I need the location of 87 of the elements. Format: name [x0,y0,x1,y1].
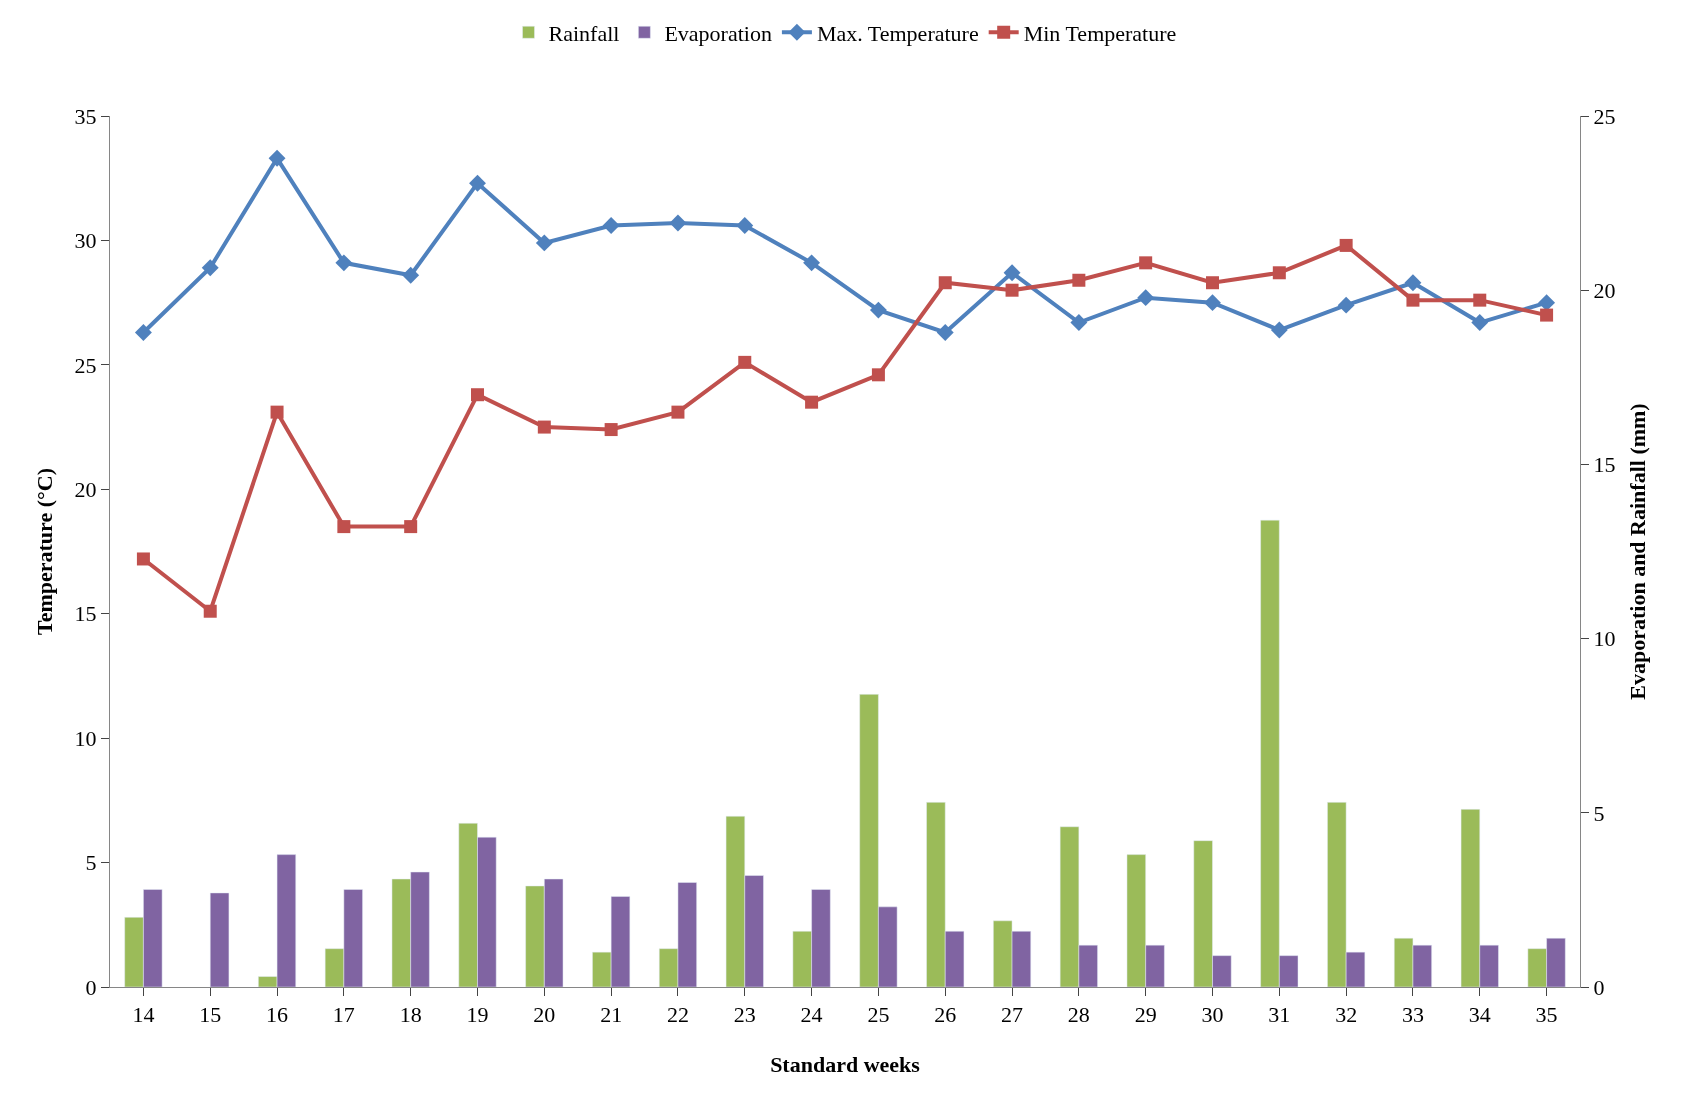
point [936,324,954,341]
point [1072,273,1086,287]
y-tick-label: 25 [74,352,97,378]
point [1272,266,1286,280]
point [1406,293,1420,307]
x-tick-label: 20 [533,1002,556,1028]
x-tick-label: 15 [199,1002,222,1028]
point [1204,294,1221,312]
point [671,405,685,419]
y-tick-label: 35 [74,103,97,129]
x-tick-label: 31 [1268,1002,1291,1028]
x-tick-label: 21 [600,1002,623,1028]
y2-tick-label: 20 [1593,277,1616,303]
y-axis-title: Temperature (°C) [32,467,58,636]
x-tick-label: 17 [332,1002,355,1028]
point [535,234,553,252]
x-tick-label: 29 [1134,1002,1157,1028]
x-tick-label: 14 [132,1002,155,1028]
point [537,420,551,434]
point [1137,289,1155,307]
y-tick-label: 0 [85,974,97,1000]
point [1139,256,1153,270]
x-tick-label: 30 [1201,1002,1224,1028]
x-tick-label: 26 [934,1002,957,1028]
y2-axis-title: Evaporation and Rainfall (mm) [1625,403,1651,700]
y-tick-label: 10 [74,725,97,751]
x-tick-label: 22 [666,1002,689,1028]
bar [209,892,230,987]
point [469,174,486,192]
y2-tick-label: 10 [1593,626,1616,652]
point [604,423,618,437]
point [136,552,150,566]
point [669,214,687,232]
point [736,217,754,234]
point [803,254,821,272]
x-tick-label: 23 [733,1002,756,1028]
y-tick-label: 30 [74,228,97,254]
point [871,368,885,382]
x-tick-label: 24 [800,1002,823,1028]
x-tick-label: 18 [399,1002,422,1028]
point [1404,274,1422,292]
point [938,276,952,290]
point [1070,314,1088,331]
y-tick-label: 15 [74,601,97,627]
point [268,149,286,167]
point [1270,321,1288,339]
y2-tick-label: 25 [1593,103,1616,129]
y2-tick-label: 0 [1593,974,1605,1000]
legend-label: Rainfall [548,20,620,46]
legend-label: Evaporation [664,20,772,46]
x-tick-label: 32 [1335,1002,1358,1028]
point [738,355,752,369]
x-tick-label: 27 [1001,1002,1024,1028]
point [1005,283,1019,297]
x-tick-label: 16 [266,1002,289,1028]
point [335,254,353,272]
y-tick-label: 20 [74,476,97,502]
point [402,266,420,284]
x-tick-label: 33 [1401,1002,1424,1028]
point [805,395,819,409]
point [404,520,418,534]
x-tick-label: 35 [1535,1002,1558,1028]
y2-tick-label: 5 [1593,800,1605,826]
point [1471,314,1489,331]
x-tick-label: 19 [466,1002,489,1028]
point [1473,293,1487,307]
point [602,217,620,234]
x-tick-label: 34 [1468,1002,1491,1028]
point [471,388,484,402]
point [1003,264,1021,282]
legend-label: Min Temperature [1023,20,1177,46]
x-axis-title: Standard weeks [770,1052,921,1078]
point [203,604,217,618]
x-tick-label: 28 [1067,1002,1090,1028]
point [201,259,219,277]
x-tick-label: 25 [867,1002,890,1028]
point [134,324,152,341]
point [270,405,284,419]
y-tick-label: 5 [85,850,97,876]
legend-label: Max. Temperature [816,20,979,46]
point [1339,238,1353,252]
y2-tick-label: 15 [1593,452,1616,478]
point [1337,296,1355,314]
point [1206,276,1219,290]
point [869,301,887,319]
point [1540,308,1554,322]
point [337,520,351,534]
